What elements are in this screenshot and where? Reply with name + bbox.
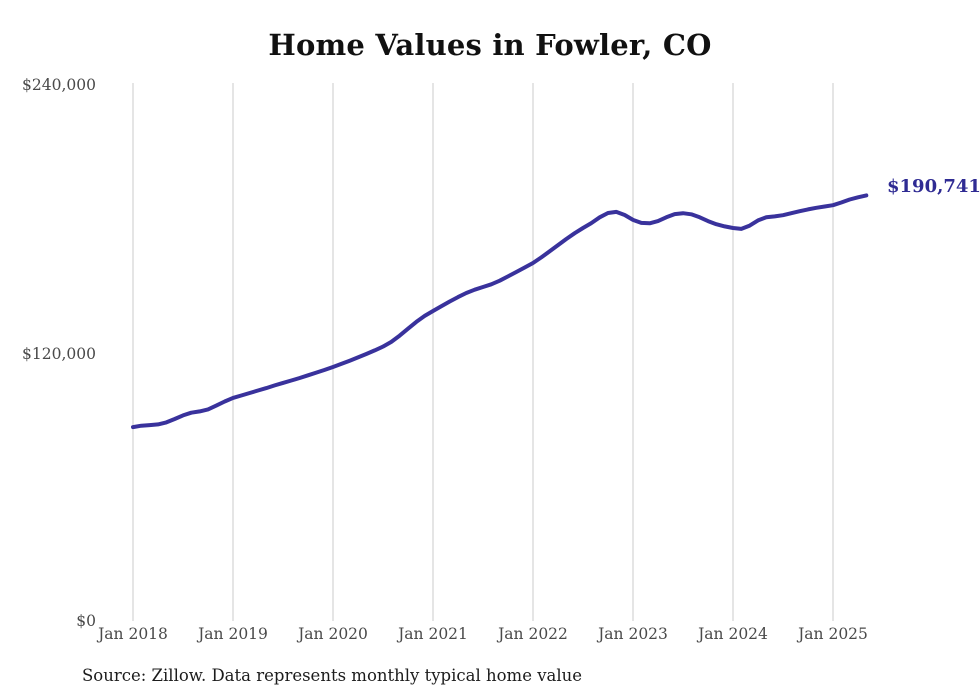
source-note: Source: Zillow. Data represents monthly … [82,666,583,685]
x-axis-tick-jan-2020: Jan 2020 [298,625,368,643]
y-axis-tick-0: $0 [76,612,96,630]
x-axis-tick-jan-2022: Jan 2022 [498,625,568,643]
x-axis-tick-jan-2019: Jan 2019 [198,625,268,643]
x-axis-tick-jan-2024: Jan 2024 [698,625,768,643]
x-axis-tick-jan-2018: Jan 2018 [98,625,168,643]
home-value-line [131,193,869,430]
x-axis-tick-jan-2023: Jan 2023 [598,625,668,643]
y-axis-tick-120000: $120,000 [22,345,96,363]
gridlines [132,83,834,621]
x-axis-tick-jan-2021: Jan 2021 [398,625,468,643]
x-axis-tick-jan-2025: Jan 2025 [798,625,868,643]
chart-title: Home Values in Fowler, CO [268,28,712,62]
y-axis-tick-240000: $240,000 [22,76,96,94]
latest-value-label: $190,741 [887,176,980,197]
